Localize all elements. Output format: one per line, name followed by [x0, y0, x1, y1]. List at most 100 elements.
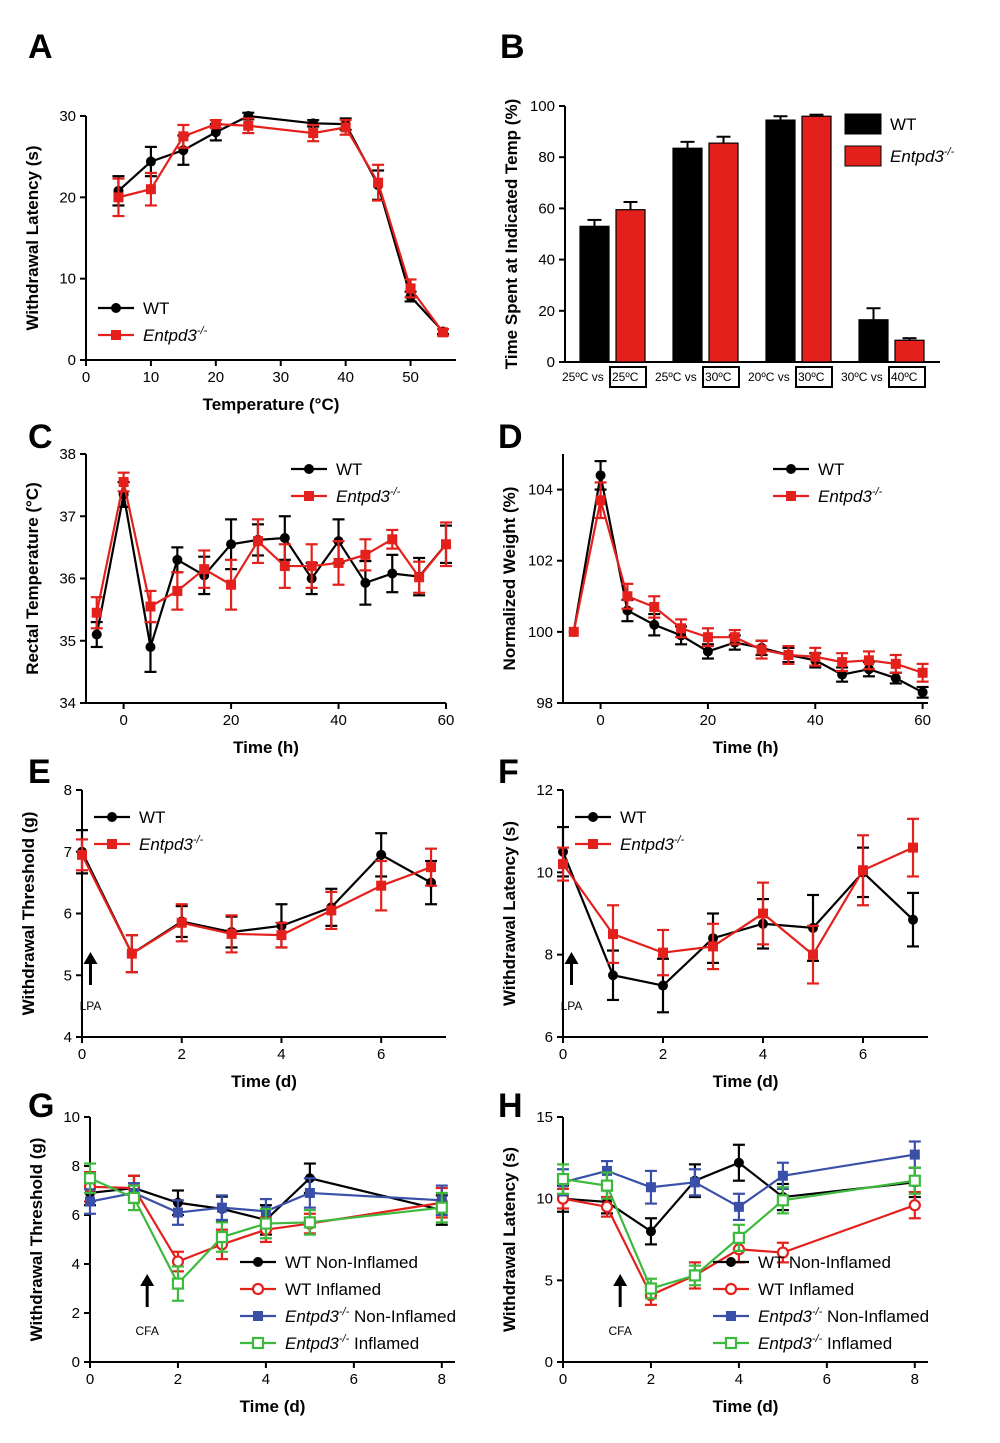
legend: WT Entpd3-/- — [291, 460, 401, 506]
data-point-0-4 — [733, 1157, 744, 1168]
y-tick-label-1: 10 — [59, 271, 76, 288]
data-point-legend-2 — [726, 1311, 736, 1321]
category-boxed-label-2: 30ºC — [798, 370, 825, 384]
data-point-0-1 — [595, 470, 606, 481]
data-point-1-10 — [360, 549, 371, 560]
data-point-3-5 — [776, 1194, 789, 1207]
bar-0-3 — [858, 319, 889, 363]
data-point-0-0 — [91, 629, 102, 640]
data-point-1-5 — [308, 128, 319, 139]
data-point-1-6 — [376, 880, 387, 891]
data-point-3-3 — [215, 1230, 229, 1244]
data-point-legend-0 — [588, 812, 598, 822]
x-tick-label-3: 30 — [272, 369, 289, 386]
legend-label-0: WT — [620, 808, 646, 827]
data-point-1-8 — [405, 283, 416, 294]
data-point-1-12 — [890, 658, 901, 669]
category-box — [609, 366, 647, 388]
series-line-0 — [81, 851, 432, 956]
y-tick-label-3: 6 — [72, 1207, 80, 1224]
data-point-0-11 — [387, 568, 398, 579]
category-box — [888, 366, 926, 388]
data-point-1-5 — [326, 905, 337, 916]
y-tick-label-3: 60 — [538, 200, 555, 217]
legend: WT Non-Inflamed WT Inflamed Entpd3-/- Non-… — [240, 1253, 456, 1353]
data-point-1-7 — [426, 862, 437, 873]
annotation: CFA — [608, 1274, 632, 1338]
y-axis-label: Normalized Weight (%) — [500, 487, 519, 671]
x-tick-label-1: 10 — [143, 369, 160, 386]
legend: WT Non-Inflamed WT Inflamed Entpd3-/- Non-… — [713, 1253, 929, 1353]
data-point-1-0 — [568, 626, 579, 637]
x-tick-label-5: 50 — [402, 369, 419, 386]
data-point-0-5 — [226, 539, 237, 550]
data-point-1-3 — [172, 585, 183, 596]
data-point-legend-1 — [724, 1282, 738, 1296]
y-tick-label-2: 4 — [72, 1256, 80, 1273]
data-point-1-4 — [676, 623, 687, 634]
data-point-legend-0 — [304, 464, 314, 474]
data-point-1-10 — [837, 657, 848, 668]
data-point-1-2 — [622, 591, 633, 602]
category-label-3: 30ºC vs — [841, 370, 883, 384]
x-tick-label-0: 0 — [559, 1046, 567, 1063]
data-point-1-8 — [783, 649, 794, 660]
data-point-legend-0 — [726, 1257, 736, 1267]
legend: WT Entpd3-/- — [98, 299, 208, 345]
y-axis-label: Time Spent at Indicated Temp (%) — [502, 99, 521, 369]
data-point-1-7 — [279, 561, 290, 572]
y-tick-label-3: 37 — [59, 508, 76, 525]
data-point-2-5 — [304, 1187, 315, 1198]
y-tick-label-0: 34 — [59, 695, 76, 712]
y-tick-label-1: 100 — [528, 624, 553, 641]
x-tick-label-3: 6 — [350, 1371, 358, 1388]
data-point-legend-1 — [107, 839, 117, 849]
bar-1-2 — [801, 115, 832, 363]
data-point-legend-3 — [251, 1336, 265, 1350]
series-1 — [568, 481, 929, 683]
y-tick-label-4: 8 — [64, 782, 72, 799]
x-axis-label: Time (d) — [713, 1072, 779, 1091]
y-tick-label-0: 0 — [545, 1354, 553, 1371]
legend-label-0: WT — [336, 460, 362, 479]
data-point-0-3 — [172, 554, 183, 565]
chart-d: 98 100 102 104 0 20 40 60 Normalized Weight (%) T… — [500, 454, 931, 757]
legend-label-1: WT Inflamed — [758, 1280, 854, 1299]
x-axis-label: Time (d) — [713, 1397, 779, 1416]
data-point-1-2 — [171, 1255, 185, 1268]
data-point-3-0 — [83, 1172, 97, 1185]
data-point-2-0 — [85, 1196, 95, 1207]
data-point-0-12 — [890, 673, 901, 684]
y-tick-label-0: 0 — [72, 1354, 80, 1371]
data-point-1-13 — [917, 667, 928, 678]
data-point-1-3 — [649, 601, 660, 612]
legend-label-3: Entpd3-/- Inflamed — [758, 1333, 892, 1353]
data-point-0-2 — [658, 980, 668, 991]
data-point-1-0 — [77, 849, 87, 860]
data-point-1-12 — [414, 572, 425, 583]
data-point-legend-1 — [304, 491, 314, 501]
panel-letter-a: A — [28, 28, 53, 66]
data-point-1-5 — [808, 949, 818, 960]
y-tick-label-4: 38 — [59, 446, 76, 463]
data-point-3-1 — [127, 1191, 141, 1204]
y-axis-label: Withdrawal Latency (s) — [500, 821, 519, 1006]
data-point-1-3 — [210, 119, 221, 130]
x-axis-label: Time (h) — [713, 738, 779, 757]
x-tick-label-2: 4 — [735, 1371, 743, 1388]
bar-1-1 — [708, 142, 739, 363]
data-point-1-0 — [91, 607, 102, 618]
panel-letter-h: H — [498, 1087, 523, 1125]
x-tick-label-2: 40 — [330, 712, 347, 729]
x-axis-label: Time (h) — [233, 738, 299, 757]
legend-label-0: WT Non-Inflamed — [285, 1253, 418, 1272]
legend-label-1: WT Inflamed — [285, 1280, 381, 1299]
y-tick-label-4: 8 — [72, 1158, 80, 1175]
arrow-head — [83, 952, 98, 964]
bar-0-0 — [579, 225, 610, 363]
x-tick-label-1: 2 — [178, 1046, 186, 1063]
legend-label-0: WT — [890, 115, 916, 134]
y-tick-label-3: 104 — [528, 482, 553, 499]
data-point-1-2 — [658, 947, 668, 958]
data-point-0-10 — [360, 577, 371, 588]
